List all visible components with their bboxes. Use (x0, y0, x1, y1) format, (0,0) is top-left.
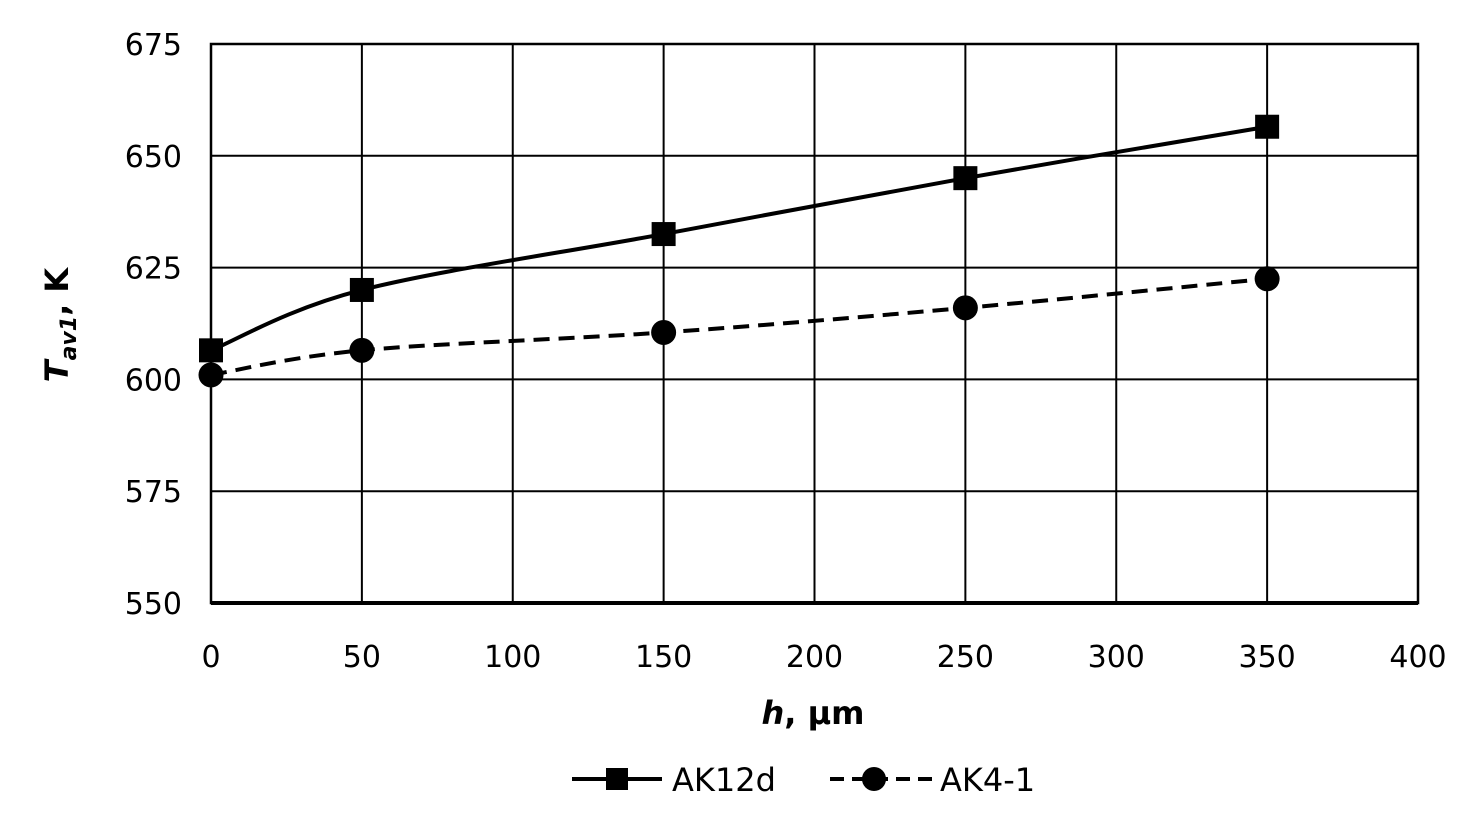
legend-item-ak41: AK4-1 (830, 761, 1035, 799)
x-tick-label: 150 (635, 640, 692, 675)
data-point-ak12d (651, 222, 676, 247)
grid (210, 43, 1419, 604)
series (198, 114, 1280, 388)
x-axis-title-main: h (762, 694, 785, 732)
plot-frame (209, 42, 1420, 605)
x-axis-ticks: 0 50 100 150 200 250 300 350 400 (201, 640, 1446, 675)
y-tick-label: 550 (125, 587, 182, 622)
series-line-ak41 (210, 276, 1268, 377)
data-point-ak41 (349, 337, 375, 363)
legend-label-ak12d: AK12d (672, 761, 776, 799)
y-axis-ticks: 550 575 600 625 650 675 (125, 28, 182, 622)
legend-marker-circle (862, 767, 886, 791)
y-axis-title-sub: av1 (57, 316, 82, 361)
y-axis-title: Tav1, K (38, 267, 82, 383)
data-point-ak12d (349, 277, 374, 302)
data-point-ak41 (1254, 266, 1280, 292)
data-point-ak41 (651, 319, 677, 345)
series-line-ak12d (210, 124, 1268, 353)
data-point-ak12d (1255, 114, 1280, 139)
x-tick-label: 200 (786, 640, 843, 675)
data-point-ak41 (198, 362, 224, 388)
y-axis-title-rest: , K (38, 267, 76, 316)
legend-item-ak12d: AK12d (572, 761, 776, 799)
x-tick-label: 50 (343, 640, 381, 675)
x-tick-label: 300 (1088, 640, 1145, 675)
y-tick-label: 600 (125, 363, 182, 398)
legend-label-ak41: AK4-1 (940, 761, 1035, 799)
data-point-ak12d (953, 166, 978, 191)
x-tick-label: 400 (1389, 640, 1446, 675)
y-tick-label: 675 (125, 28, 182, 63)
data-point-ak12d (199, 338, 223, 363)
x-tick-label: 350 (1238, 640, 1295, 675)
y-axis-title-main: T (38, 358, 76, 382)
x-tick-label: 250 (937, 640, 994, 675)
x-axis-title-rest: , μm (784, 694, 864, 732)
data-point-ak41 (952, 295, 978, 321)
x-tick-label: 100 (484, 640, 541, 675)
x-tick-label: 0 (201, 640, 220, 675)
x-axis-title: h, μm (762, 694, 865, 732)
legend: AK12d AK4-1 (572, 761, 1035, 799)
y-tick-label: 650 (125, 140, 182, 175)
y-tick-label: 625 (125, 252, 182, 287)
y-tick-label: 575 (125, 475, 182, 510)
legend-marker-square (606, 768, 628, 790)
